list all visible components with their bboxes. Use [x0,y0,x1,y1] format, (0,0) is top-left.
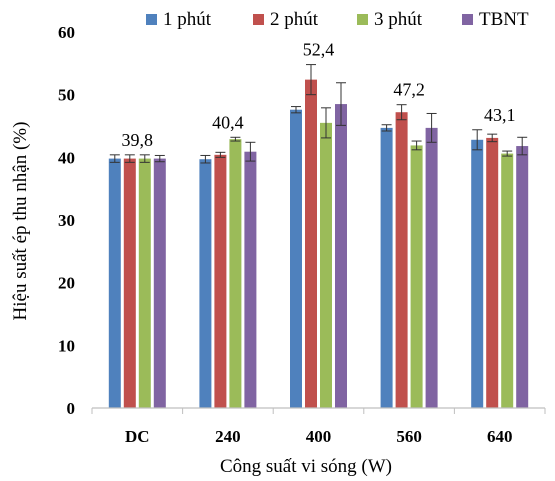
data-label: 40,4 [212,112,244,132]
bar [138,158,151,408]
x-axis-title: Công suất vi sóng (W) [220,456,392,477]
data-label: 52,4 [303,40,335,60]
bar [425,127,438,408]
bar [229,139,242,408]
x-tick-label: 560 [396,427,422,446]
bar [305,79,317,409]
x-tick-label: 640 [487,427,513,446]
y-tick-label: 20 [58,274,75,293]
bar [501,153,514,408]
error-bars [109,64,528,164]
bar [199,159,212,408]
legend-label: 2 phút [270,9,319,30]
annotations: 39,8 40,4 52,4 47,2 43,1 [122,40,516,150]
bar [244,151,257,408]
data-label: 47,2 [393,80,425,100]
y-axis: 0 10 20 30 40 50 60 [58,23,75,418]
bar [335,104,347,409]
bar [486,137,499,408]
legend-label: 3 phút [374,9,423,30]
bar [516,146,529,408]
x-axis: DC 240 400 560 640 [91,407,546,446]
legend-swatch [253,14,264,25]
y-tick-label: 50 [58,86,75,105]
bar [410,145,423,408]
legend-swatch [146,14,157,25]
x-tick-label: 400 [306,427,332,446]
legend: 1 phút 2 phút 3 phút TBNT [146,9,529,30]
bar [471,139,484,408]
y-tick-label: 40 [58,148,75,167]
legend-swatch [462,14,473,25]
x-tick-label: DC [125,427,150,446]
data-label: 43,1 [484,105,516,125]
y-tick-label: 60 [58,23,75,42]
bar [108,158,121,408]
legend-label: TBNT [479,9,529,30]
bar [395,112,408,409]
bar [320,122,332,408]
bar [153,158,166,408]
x-tick-label: 240 [215,427,241,446]
legend-swatch [357,14,368,25]
bars [108,79,529,409]
bar [123,158,136,408]
bar [214,154,227,408]
y-axis-title: Hiệu suất ép thu nhận (%) [10,122,31,321]
bar [380,127,393,408]
legend-label: 1 phút [163,9,212,30]
data-label: 39,8 [122,130,154,150]
y-tick-label: 30 [58,211,75,230]
bar [290,109,302,408]
y-tick-label: 0 [67,399,76,418]
y-tick-label: 10 [58,336,75,355]
